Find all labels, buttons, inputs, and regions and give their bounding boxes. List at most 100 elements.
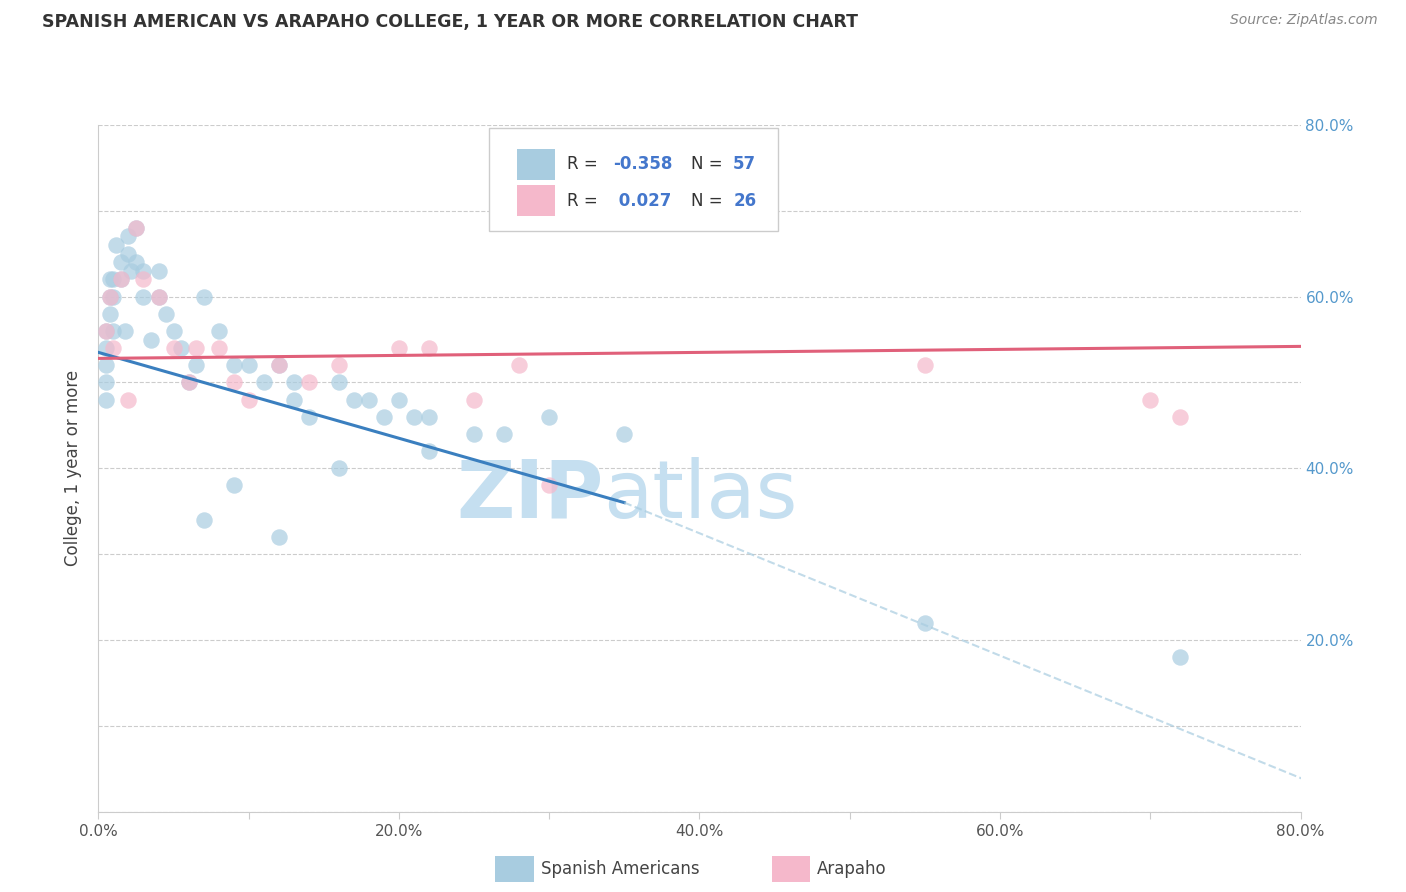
Point [94,341,117,355]
Point [139,333,162,347]
Point [283,376,305,390]
Point [328,376,350,390]
Point [132,264,155,278]
Point [100,289,122,303]
Point [110,272,132,286]
Text: ZIP: ZIP [456,457,603,535]
Point [328,358,350,373]
Bar [517,149,555,180]
Point [125,220,148,235]
Point [267,530,290,544]
Point [117,246,139,260]
Point [418,409,440,424]
Point [94,324,117,338]
Y-axis label: College, 1 year or more: College, 1 year or more [65,370,83,566]
Point [184,358,207,373]
Point [238,392,260,407]
Point [508,358,530,373]
Point [125,220,148,235]
Point [328,461,350,475]
Point [94,358,117,373]
Point [914,358,936,373]
Point [222,478,245,492]
Point [193,513,215,527]
Point [100,289,122,303]
Text: 26: 26 [733,192,756,211]
Point [418,444,440,458]
Point [94,392,117,407]
Point [613,426,636,441]
Point [117,229,139,244]
Point [494,426,516,441]
Point [103,324,125,338]
Point [538,409,561,424]
Text: Spanish Americans: Spanish Americans [541,861,699,879]
Point [94,324,117,338]
Point [105,238,128,252]
Point [1170,409,1192,424]
Point [148,289,170,303]
Point [494,203,516,218]
Text: SPANISH AMERICAN VS ARAPAHO COLLEGE, 1 YEAR OR MORE CORRELATION CHART: SPANISH AMERICAN VS ARAPAHO COLLEGE, 1 Y… [42,13,858,31]
Point [418,341,440,355]
Point [132,289,155,303]
Point [110,272,132,286]
Point [100,307,122,321]
Point [103,272,125,286]
Text: 0.027: 0.027 [613,192,671,211]
Point [117,392,139,407]
Point [253,376,276,390]
Point [343,392,366,407]
Point [103,289,125,303]
Point [148,289,170,303]
Point [298,409,321,424]
Point [162,324,184,338]
Text: R =: R = [567,155,603,173]
Point [373,409,395,424]
Point [222,376,245,390]
Point [162,341,184,355]
Point [177,376,200,390]
Point [114,324,136,338]
Point [103,341,125,355]
Point [222,358,245,373]
Point [402,409,425,424]
Point [238,358,260,373]
Point [100,272,122,286]
Text: atlas: atlas [603,457,797,535]
Point [357,392,380,407]
Point [1139,392,1161,407]
Point [463,392,485,407]
Text: 57: 57 [733,155,756,173]
Text: -0.358: -0.358 [613,155,672,173]
Point [538,478,561,492]
Point [121,264,143,278]
Point [298,376,321,390]
Point [94,376,117,390]
Bar [495,856,534,882]
Point [208,324,231,338]
Point [283,392,305,407]
Point [914,615,936,630]
Text: Arapaho: Arapaho [817,861,887,879]
Point [125,255,148,269]
Point [1170,650,1192,665]
Point [184,341,207,355]
Point [148,264,170,278]
Text: R =: R = [567,192,603,211]
Point [267,358,290,373]
Point [132,272,155,286]
Point [463,426,485,441]
Point [155,307,177,321]
Text: Source: ZipAtlas.com: Source: ZipAtlas.com [1230,13,1378,28]
Point [267,358,290,373]
Point [388,341,411,355]
Bar [772,856,810,882]
FancyBboxPatch shape [489,128,778,231]
Bar [517,186,555,216]
Point [170,341,193,355]
Text: N =: N = [692,155,728,173]
Point [388,392,411,407]
Point [110,255,132,269]
Point [193,289,215,303]
